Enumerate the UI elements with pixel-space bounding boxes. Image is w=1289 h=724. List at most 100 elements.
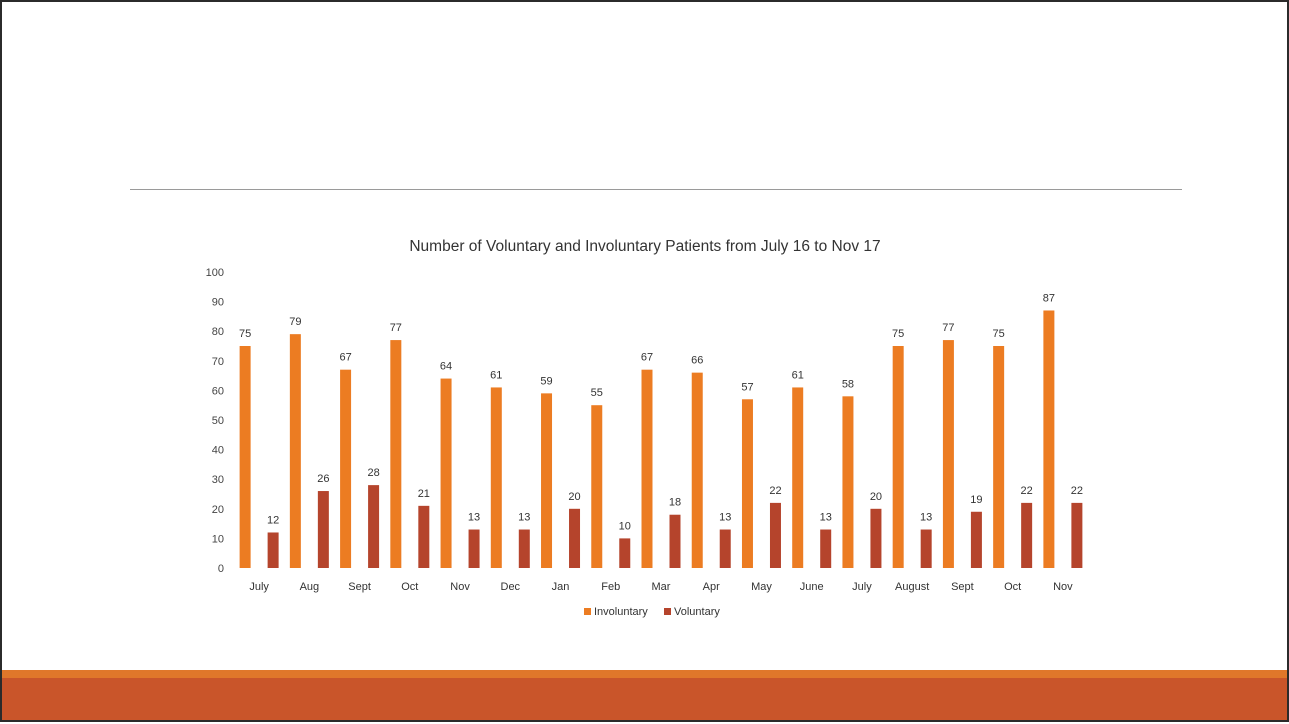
x-tick-label: Feb [601, 581, 620, 593]
y-tick-label: 30 [212, 474, 224, 486]
x-tick-label: Sept [348, 581, 371, 593]
data-label-involuntary: 67 [339, 352, 351, 364]
data-label-involuntary: 61 [490, 369, 502, 381]
bar-chart: Number of Voluntary and Involuntary Pati… [206, 238, 1083, 618]
legend: Involuntary Voluntary [584, 606, 720, 618]
bar-voluntary [1021, 502, 1033, 568]
data-label-voluntary: 22 [1071, 485, 1083, 497]
bar-involuntary [289, 334, 301, 568]
data-label-voluntary: 13 [468, 512, 480, 524]
y-tick-label: 70 [212, 356, 224, 368]
bar-voluntary [619, 538, 631, 568]
x-tick-label: June [800, 581, 824, 593]
data-label-involuntary: 75 [892, 328, 904, 340]
data-label-voluntary: 13 [820, 512, 832, 524]
bar-voluntary [669, 514, 681, 568]
legend-swatch [664, 608, 671, 615]
data-label-involuntary: 79 [289, 316, 301, 328]
bar-involuntary [541, 393, 553, 568]
data-label-voluntary: 20 [870, 491, 882, 503]
x-tick-label: Nov [450, 581, 470, 593]
footer-band [2, 670, 1287, 720]
bar-involuntary [390, 340, 402, 568]
bar-involuntary [892, 346, 904, 568]
data-label-voluntary: 13 [719, 512, 731, 524]
y-tick-label: 60 [212, 385, 224, 397]
bar-voluntary [317, 491, 329, 568]
y-tick-label: 10 [212, 533, 224, 545]
y-tick-label: 20 [212, 504, 224, 516]
data-label-voluntary: 18 [669, 497, 681, 509]
bar-voluntary [719, 529, 731, 568]
data-label-voluntary: 22 [769, 485, 781, 497]
data-label-involuntary: 64 [440, 361, 452, 373]
x-tick-label: Sept [951, 581, 974, 593]
bar-voluntary [820, 529, 832, 568]
bar-involuntary [340, 369, 352, 568]
chart-title: Number of Voluntary and Involuntary Pati… [409, 238, 880, 255]
data-label-involuntary: 67 [641, 352, 653, 364]
data-label-voluntary: 10 [619, 520, 631, 532]
bar-involuntary [1043, 310, 1055, 568]
data-label-involuntary: 77 [942, 322, 954, 334]
bar-involuntary [792, 387, 804, 568]
data-label-involuntary: 66 [691, 355, 703, 367]
bar-voluntary [468, 529, 480, 568]
data-label-voluntary: 26 [317, 473, 329, 485]
data-label-involuntary: 61 [792, 369, 804, 381]
data-label-involuntary: 57 [741, 381, 753, 393]
y-tick-label: 90 [212, 297, 224, 309]
x-tick-label: Dec [501, 581, 521, 593]
bar-involuntary [591, 405, 603, 568]
x-tick-label: July [249, 581, 269, 593]
bar-involuntary [641, 369, 653, 568]
bar-voluntary [769, 502, 781, 568]
x-tick-label: July [852, 581, 872, 593]
data-label-involuntary: 87 [1043, 292, 1055, 304]
bar-voluntary [970, 511, 982, 568]
bar-involuntary [741, 399, 753, 568]
data-label-voluntary: 20 [568, 491, 580, 503]
bar-voluntary [870, 508, 882, 568]
data-label-involuntary: 77 [390, 322, 402, 334]
bar-voluntary [920, 529, 932, 568]
title-divider-line [130, 189, 1182, 190]
bars-group: 75 12 79 26 67 28 77 21 64 13 61 13 59 20 55 10 67 18 66 13… [239, 292, 1083, 568]
bar-involuntary [942, 340, 954, 568]
data-label-voluntary: 22 [1021, 485, 1033, 497]
data-label-involuntary: 59 [540, 375, 552, 387]
data-label-involuntary: 58 [842, 378, 854, 390]
bar-involuntary [239, 346, 251, 568]
y-tick-label: 0 [218, 563, 224, 575]
data-label-voluntary: 13 [518, 512, 530, 524]
bar-involuntary [490, 387, 502, 568]
data-label-involuntary: 75 [993, 328, 1005, 340]
data-label-voluntary: 21 [418, 488, 430, 500]
y-axis: 0 10 20 30 40 50 60 70 80 90 100 [206, 267, 224, 575]
data-label-voluntary: 19 [970, 494, 982, 506]
data-label-involuntary: 55 [591, 387, 603, 399]
x-tick-label: Jan [552, 581, 570, 593]
data-label-involuntary: 75 [239, 328, 251, 340]
bar-voluntary [569, 508, 581, 568]
x-tick-label: August [895, 581, 929, 593]
x-tick-label: Oct [401, 581, 418, 593]
legend-label: Involuntary [594, 606, 648, 618]
bar-voluntary [368, 485, 380, 568]
x-tick-label: May [751, 581, 772, 593]
y-tick-label: 40 [212, 445, 224, 457]
x-tick-label: Oct [1004, 581, 1021, 593]
bar-voluntary [418, 505, 430, 568]
bar-voluntary [518, 529, 530, 568]
data-label-voluntary: 28 [367, 467, 379, 479]
data-label-voluntary: 12 [267, 514, 279, 526]
bar-involuntary [440, 378, 452, 568]
x-tick-label: Nov [1053, 581, 1073, 593]
bar-involuntary [691, 372, 703, 568]
x-tick-label: Mar [652, 581, 671, 593]
y-tick-label: 80 [212, 326, 224, 338]
x-tick-label: Aug [300, 581, 320, 593]
bar-voluntary [267, 532, 279, 568]
legend-swatch [584, 608, 591, 615]
